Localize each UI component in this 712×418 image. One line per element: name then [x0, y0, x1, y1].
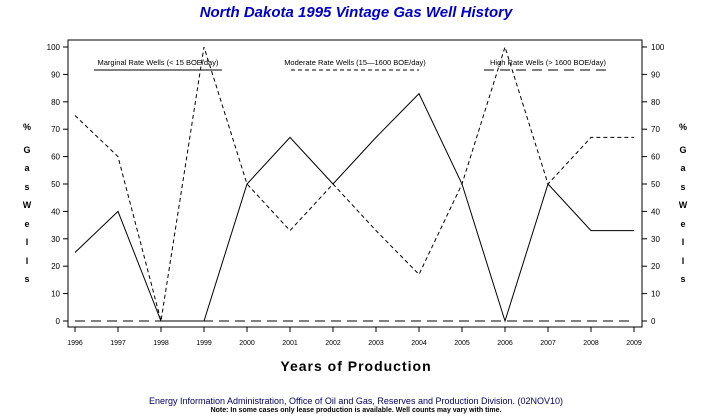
y-axis-letter: a: [680, 163, 686, 173]
y-tick-label-left: 20: [51, 262, 60, 271]
y-tick-label-left: 40: [51, 207, 60, 216]
x-tick-label: 2008: [583, 340, 599, 347]
x-tick-label: 2004: [411, 340, 427, 347]
series-line-1: [74, 92, 634, 323]
footnote: Note: In some cases only lease productio…: [210, 407, 502, 414]
y-axis-letter: a: [24, 163, 30, 173]
y-axis-letter: l: [681, 237, 685, 247]
y-axis-letter: s: [680, 274, 686, 284]
y-tick-label-right: 90: [651, 70, 660, 79]
y-axis-unit-right: %: [678, 122, 687, 132]
x-tick-label: 2009: [626, 340, 642, 347]
y-tick-label-right: 50: [651, 180, 660, 189]
y-tick-label-left: 90: [51, 70, 60, 79]
legend-label-1: Marginal Rate Wells (< 15 BOE/day): [98, 58, 219, 67]
x-tick-label: 2002: [325, 340, 341, 347]
y-tick-label-right: 0: [651, 317, 656, 326]
y-axis-letter: W: [678, 200, 688, 210]
y-axis-unit-left: %: [22, 122, 31, 132]
x-tick-label: 2003: [368, 340, 384, 347]
y-tick-label-left: 60: [51, 153, 60, 162]
x-tick-label: 1997: [110, 340, 126, 347]
x-tick-label: 1998: [153, 340, 169, 347]
y-axis-letter: l: [25, 237, 29, 247]
y-axis-letter: s: [680, 181, 686, 192]
y-tick-label-left: 30: [51, 235, 60, 244]
y-tick-label-right: 30: [651, 235, 660, 244]
y-tick-label-right: 60: [651, 153, 660, 162]
y-tick-label-right: 10: [651, 290, 660, 299]
y-tick-label-left: 50: [51, 180, 60, 189]
y-axis-letter: e: [24, 218, 30, 229]
legend-label-2: Moderate Rate Wells (15—1600 BOE/day): [284, 58, 426, 67]
y-tick-label-right: 80: [651, 98, 660, 107]
source-credit: Energy Information Administration, Offic…: [148, 396, 564, 406]
x-tick-label: 1999: [196, 340, 212, 347]
x-tick-label: 2005: [454, 340, 470, 347]
y-tick-label-left: 80: [51, 98, 60, 107]
y-axis-letter: l: [681, 255, 685, 266]
y-axis-letter: s: [24, 181, 30, 192]
series-line-2: [74, 45, 634, 322]
y-axis-letter: s: [24, 274, 30, 284]
y-tick-label-right: 70: [651, 125, 660, 134]
x-tick-label: 2007: [540, 340, 556, 347]
y-axis-letter: G: [679, 144, 687, 155]
y-tick-label-right: 100: [651, 43, 665, 52]
y-tick-label-left: 70: [51, 125, 60, 134]
legend-label-3: High Rate Wells (> 1600 BOE/day): [490, 58, 606, 67]
plot-frame: [67, 39, 643, 328]
y-tick-label-left: 0: [56, 317, 61, 326]
y-tick-label-right: 20: [651, 262, 660, 271]
y-axis-letter: G: [23, 144, 31, 155]
y-tick-label-right: 40: [651, 207, 660, 216]
chart-title: North Dakota 1995 Vintage Gas Well Histo…: [199, 4, 513, 21]
y-tick-label-left: 100: [47, 43, 61, 52]
x-axis-label: Years of Production: [280, 358, 432, 374]
y-axis-letter: l: [25, 255, 29, 266]
y-axis-letter: e: [680, 218, 686, 229]
x-tick-label: 2001: [282, 340, 298, 347]
y-axis-letter: W: [22, 200, 32, 210]
x-tick-label: 2000: [239, 340, 255, 347]
y-tick-label-left: 10: [51, 290, 60, 299]
x-tick-label: 2006: [497, 340, 513, 347]
x-tick-label: 1996: [67, 340, 83, 347]
